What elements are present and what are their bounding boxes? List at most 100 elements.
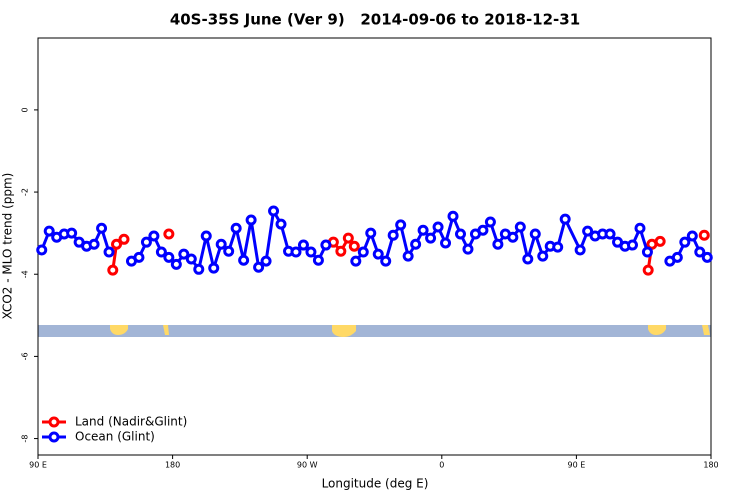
x-tick-label: 90 W [297, 461, 318, 470]
data-point [320, 239, 332, 251]
data-point [193, 263, 205, 275]
data-point [148, 230, 160, 242]
data-point [686, 230, 698, 242]
y-tick-label: -8 [21, 435, 30, 443]
data-point [348, 240, 360, 252]
data-point [107, 264, 119, 276]
data-point [36, 244, 48, 256]
data-point [694, 246, 706, 258]
data-point [432, 221, 444, 233]
data-point [380, 255, 392, 267]
data-point [290, 246, 302, 258]
data-point [43, 225, 55, 237]
y-tick-label: -4 [21, 270, 30, 278]
chart-title: 40S-35S June (Ver 9) 2014-09-06 to 2018-… [170, 11, 580, 29]
data-point [140, 236, 152, 248]
x-tick-label: 180 [703, 461, 718, 470]
x-tick-label: 90 E [568, 461, 586, 470]
data-point [559, 213, 571, 225]
data-point [88, 238, 100, 250]
data-point [268, 205, 280, 217]
data-point [484, 216, 496, 228]
legend-label: Land (Nadir&Glint) [75, 415, 187, 429]
land-blob [110, 325, 128, 335]
series [107, 228, 710, 276]
data-point [133, 251, 145, 263]
data-point [312, 254, 324, 266]
data-point [215, 238, 227, 250]
data-point [395, 219, 407, 231]
data-point [698, 229, 710, 241]
data-point [350, 255, 362, 267]
data-point [178, 248, 190, 260]
data-point [701, 251, 713, 263]
data-point [230, 222, 242, 234]
data-point [492, 238, 504, 250]
data-point [425, 232, 437, 244]
data-point [626, 239, 638, 251]
data-point [642, 264, 654, 276]
x-tick-label: 0 [439, 461, 444, 470]
y-tick-label: -6 [21, 352, 30, 360]
legend-label: Ocean (Glint) [75, 430, 155, 444]
data-point [671, 251, 683, 263]
data-point [208, 262, 220, 274]
data-point [185, 253, 197, 265]
data-point [155, 246, 167, 258]
data-point [417, 224, 429, 236]
data-point [163, 228, 175, 240]
land-blob [648, 325, 666, 335]
data-point [574, 244, 586, 256]
data-point [641, 246, 653, 258]
legend: Land (Nadir&Glint)Ocean (Glint) [42, 415, 187, 444]
x-axis-label: Longitude (deg E) [322, 477, 429, 491]
data-point [238, 254, 250, 266]
data-point [514, 221, 526, 233]
data-point [522, 253, 534, 265]
data-point [462, 243, 474, 255]
land-blob [332, 325, 356, 337]
data-point [253, 261, 265, 273]
data-point [118, 233, 130, 245]
data-point [170, 258, 182, 270]
data-point [447, 210, 459, 222]
data-point [529, 228, 541, 240]
data-point [552, 241, 564, 253]
data-point [245, 214, 257, 226]
data-point [200, 230, 212, 242]
land-blob [702, 325, 710, 335]
legend-marker [48, 431, 60, 443]
data-point [365, 227, 377, 239]
data-point [372, 248, 384, 260]
series [36, 205, 713, 275]
data-point [111, 238, 123, 250]
data-point [260, 255, 272, 267]
x-tick-label: 180 [165, 461, 180, 470]
data-point [440, 237, 452, 249]
data-point [654, 235, 666, 247]
data-point [477, 224, 489, 236]
data-point [335, 245, 347, 257]
map-strip [38, 325, 711, 337]
data-point [604, 228, 616, 240]
y-axis-label: XCO2 - MLO trend (ppm) [1, 173, 15, 320]
data-point [387, 229, 399, 241]
data-point [275, 218, 287, 230]
x-tick-label: 90 E [29, 461, 47, 470]
data-point [96, 222, 108, 234]
data-point [66, 227, 78, 239]
legend-marker [48, 416, 60, 428]
data-point [634, 222, 646, 234]
data-point [507, 231, 519, 243]
data-point [410, 238, 422, 250]
ocean-strip [38, 325, 711, 337]
data-point [537, 250, 549, 262]
data-point [163, 251, 175, 263]
land-blob [163, 325, 169, 335]
data-point [402, 250, 414, 262]
data-point [297, 239, 309, 251]
data-point [305, 246, 317, 258]
y-tick-label: -2 [21, 188, 30, 196]
